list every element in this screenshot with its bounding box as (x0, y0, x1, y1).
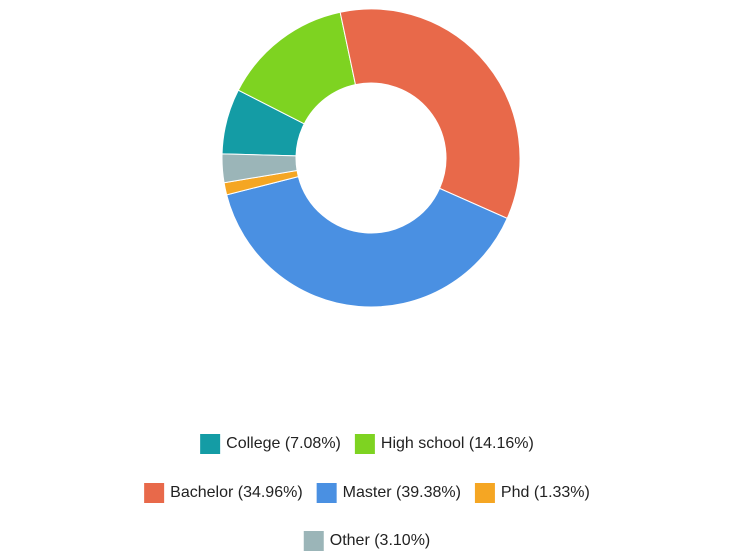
legend-item: College (7.08%) (200, 434, 341, 454)
legend-label: Bachelor (34.96%) (170, 484, 303, 501)
legend-swatch (316, 483, 337, 503)
donut-slice (226, 175, 508, 308)
legend-label: Master (39.38%) (343, 484, 461, 501)
legend-item: High school (14.16%) (354, 434, 534, 454)
legend-swatch (303, 531, 324, 551)
legend-item: Phd (1.33%) (474, 483, 590, 503)
legend-swatch (144, 483, 165, 503)
legend-swatch (354, 434, 375, 454)
legend-item: Master (39.38%) (316, 483, 461, 503)
legend-label: High school (14.16%) (381, 435, 534, 452)
legend-item: Other (3.10%) (303, 531, 430, 551)
donut-slice (221, 153, 298, 184)
legend-item: Bachelor (34.96%) (144, 483, 303, 503)
legend-label: College (7.08%) (226, 435, 341, 452)
legend-swatch (474, 483, 495, 503)
donut-slice (339, 8, 521, 220)
legend-label: Phd (1.33%) (501, 484, 590, 501)
legend-label: Other (3.10%) (330, 532, 430, 549)
legend-swatch (200, 434, 221, 454)
